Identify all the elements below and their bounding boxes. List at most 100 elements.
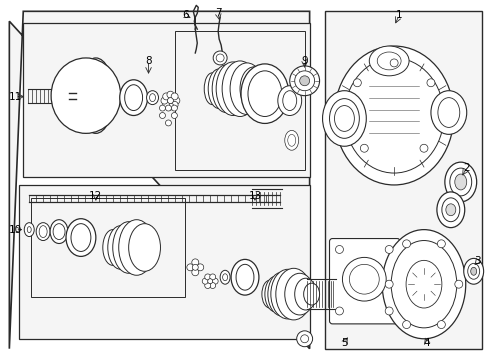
- Ellipse shape: [467, 264, 479, 279]
- Circle shape: [204, 283, 210, 288]
- Ellipse shape: [437, 98, 459, 127]
- Circle shape: [209, 283, 215, 288]
- Circle shape: [196, 264, 203, 271]
- Bar: [31, 198, 185, 297]
- Circle shape: [167, 98, 173, 104]
- Text: 7: 7: [214, 8, 221, 18]
- Circle shape: [349, 264, 379, 294]
- Circle shape: [436, 321, 445, 329]
- Ellipse shape: [107, 226, 133, 269]
- Text: 8: 8: [145, 56, 152, 66]
- Circle shape: [419, 144, 427, 152]
- Circle shape: [191, 269, 198, 276]
- Circle shape: [165, 105, 171, 111]
- Ellipse shape: [24, 223, 34, 237]
- Circle shape: [335, 307, 343, 315]
- Circle shape: [165, 120, 171, 126]
- Ellipse shape: [334, 46, 453, 185]
- Text: 1: 1: [395, 10, 402, 20]
- Ellipse shape: [334, 105, 354, 131]
- Ellipse shape: [53, 224, 65, 239]
- Circle shape: [171, 105, 177, 111]
- Ellipse shape: [231, 260, 258, 295]
- Ellipse shape: [441, 198, 459, 222]
- Circle shape: [166, 103, 174, 110]
- Ellipse shape: [146, 91, 158, 105]
- Ellipse shape: [220, 270, 230, 284]
- Ellipse shape: [208, 69, 230, 109]
- Ellipse shape: [303, 283, 319, 305]
- Bar: [324, 11, 481, 349]
- Text: 6: 6: [182, 10, 188, 20]
- Ellipse shape: [445, 204, 455, 216]
- Circle shape: [192, 264, 198, 270]
- Ellipse shape: [284, 273, 314, 315]
- Ellipse shape: [322, 91, 366, 146]
- Circle shape: [389, 59, 397, 67]
- Circle shape: [163, 93, 169, 100]
- Ellipse shape: [264, 276, 286, 312]
- Ellipse shape: [119, 220, 154, 275]
- Circle shape: [173, 97, 180, 104]
- Text: 5: 5: [341, 338, 347, 348]
- Circle shape: [212, 278, 218, 284]
- Ellipse shape: [113, 222, 144, 273]
- Circle shape: [436, 240, 445, 248]
- Circle shape: [335, 246, 343, 253]
- Circle shape: [402, 240, 410, 248]
- Circle shape: [402, 321, 410, 329]
- Text: 13: 13: [248, 191, 261, 201]
- Circle shape: [202, 278, 208, 284]
- Ellipse shape: [344, 58, 443, 173]
- Ellipse shape: [51, 58, 121, 133]
- Circle shape: [191, 259, 198, 266]
- Ellipse shape: [27, 227, 31, 233]
- Circle shape: [300, 335, 308, 343]
- Ellipse shape: [382, 230, 465, 339]
- Circle shape: [454, 280, 462, 288]
- Circle shape: [204, 274, 210, 280]
- Ellipse shape: [240, 67, 267, 111]
- Ellipse shape: [236, 264, 253, 290]
- Ellipse shape: [120, 80, 147, 116]
- Ellipse shape: [84, 68, 107, 123]
- Ellipse shape: [222, 61, 257, 117]
- Ellipse shape: [71, 224, 91, 251]
- Circle shape: [159, 113, 165, 118]
- Ellipse shape: [267, 272, 295, 316]
- Circle shape: [161, 97, 167, 104]
- Circle shape: [186, 264, 193, 271]
- Ellipse shape: [282, 91, 296, 111]
- Circle shape: [171, 102, 178, 108]
- Circle shape: [171, 113, 177, 118]
- Ellipse shape: [294, 278, 316, 310]
- Text: 4: 4: [423, 338, 429, 348]
- Circle shape: [385, 246, 392, 253]
- Ellipse shape: [405, 260, 441, 308]
- Ellipse shape: [247, 71, 281, 117]
- Circle shape: [166, 91, 174, 98]
- Circle shape: [163, 102, 169, 108]
- Circle shape: [213, 51, 226, 65]
- Bar: [175, 31, 304, 170]
- Ellipse shape: [216, 62, 249, 116]
- Text: 12: 12: [89, 191, 102, 201]
- Ellipse shape: [376, 52, 400, 70]
- Ellipse shape: [270, 269, 304, 319]
- Ellipse shape: [222, 274, 227, 281]
- Ellipse shape: [430, 91, 466, 134]
- Circle shape: [360, 144, 367, 152]
- Ellipse shape: [39, 226, 47, 238]
- Ellipse shape: [444, 162, 476, 202]
- Circle shape: [426, 79, 434, 87]
- Circle shape: [296, 331, 312, 347]
- Circle shape: [385, 280, 392, 288]
- Text: 11: 11: [9, 92, 22, 102]
- Ellipse shape: [284, 130, 298, 150]
- Ellipse shape: [287, 134, 295, 146]
- Circle shape: [289, 66, 319, 96]
- Ellipse shape: [50, 220, 68, 243]
- Ellipse shape: [102, 230, 122, 265]
- Text: 9: 9: [301, 56, 307, 66]
- Circle shape: [385, 307, 392, 315]
